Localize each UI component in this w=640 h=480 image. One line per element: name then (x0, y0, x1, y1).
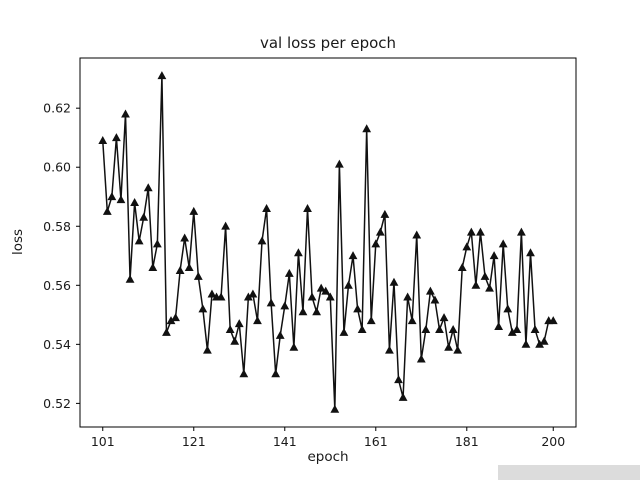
svg-text:0.56: 0.56 (43, 278, 71, 293)
svg-text:101: 101 (91, 434, 115, 449)
svg-text:181: 181 (455, 434, 479, 449)
svg-text:141: 141 (273, 434, 297, 449)
svg-text:161: 161 (364, 434, 388, 449)
data-series (98, 71, 558, 413)
svg-text:0.58: 0.58 (43, 219, 71, 234)
y-axis-label: loss (10, 229, 26, 255)
svg-text:121: 121 (182, 434, 206, 449)
svg-text:200: 200 (541, 434, 565, 449)
svg-text:0.54: 0.54 (43, 337, 71, 352)
svg-text:0.60: 0.60 (43, 160, 71, 175)
watermark (498, 465, 640, 480)
svg-text:0.62: 0.62 (43, 101, 71, 116)
svg-text:0.52: 0.52 (43, 396, 71, 411)
x-axis-label: epoch (307, 449, 348, 465)
axis-ticks: 101 121 141 161 181 200 0.52 0.54 0.56 0.58 0.60 0.… (43, 101, 565, 449)
chart-title: val loss per epoch (260, 34, 396, 52)
